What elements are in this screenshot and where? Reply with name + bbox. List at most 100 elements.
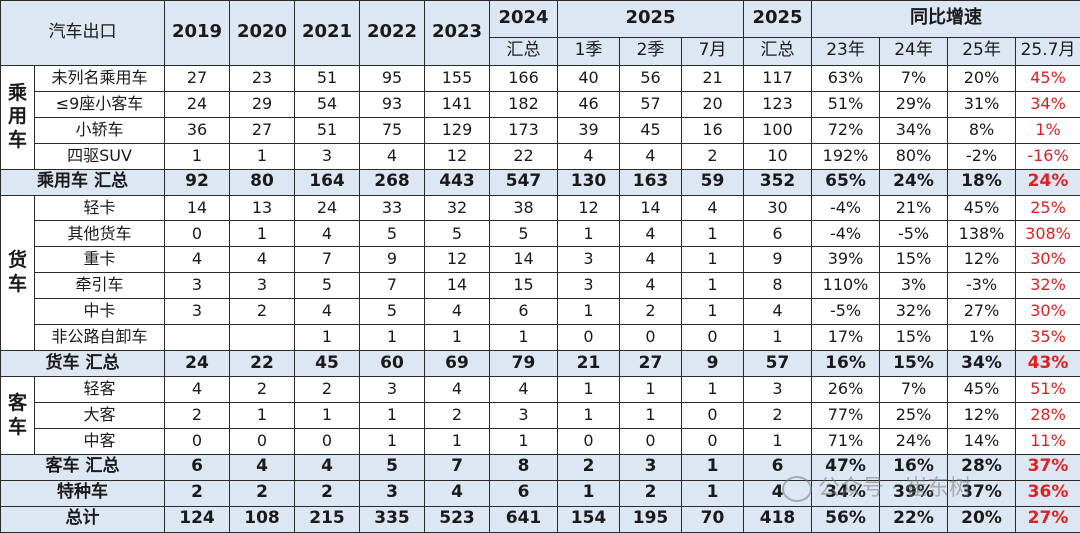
value-cell: 12 xyxy=(424,246,490,274)
yoy-cell: 34% xyxy=(879,116,949,144)
value-cell: 2 xyxy=(743,402,813,429)
yoy-cell: 72% xyxy=(811,116,881,144)
yoy-cell: -4% xyxy=(811,194,881,222)
value-cell: 523 xyxy=(424,505,490,533)
value-cell: 59 xyxy=(680,168,745,196)
value-cell: 27 xyxy=(619,350,682,378)
value-cell: 3 xyxy=(557,272,620,300)
value-cell: 21 xyxy=(680,64,745,92)
yoy-cell: 16% xyxy=(811,350,881,378)
table-title: 汽车出口 xyxy=(0,0,165,66)
summary-row: 特种车 2 2 2 3 4 6 1 2 1 4 34% 39% 37% 36% xyxy=(0,479,1080,507)
value-cell: 7 xyxy=(294,246,360,274)
yoy-cell: 32% xyxy=(1015,272,1080,300)
value-cell: 1 xyxy=(619,402,682,429)
yoy-col-header: 24年 xyxy=(879,36,949,66)
value-cell: 0 xyxy=(164,427,230,455)
value-cell: 1 xyxy=(557,298,620,326)
value-cell: 6 xyxy=(489,479,558,507)
value-cell: 335 xyxy=(359,505,425,533)
yoy-cell: 26% xyxy=(811,376,881,404)
table-row: 小轿车 36 27 51 75 129 173 39 45 16 100 72% 34% 8% 1% xyxy=(1,116,1080,144)
row-label: 小轿车 xyxy=(34,116,165,144)
yoy-cell: 43% xyxy=(1015,350,1080,378)
yoy-cell: 47% xyxy=(811,453,881,481)
value-cell: 1 xyxy=(680,246,745,274)
yoy-col-header: 25年 xyxy=(947,36,1017,66)
yoy-cell: -3% xyxy=(947,272,1017,300)
value-cell: 4 xyxy=(164,376,230,404)
yoy-cell: 28% xyxy=(947,453,1017,481)
subheader-row: 汇总 1季 2季 7月 汇总 23年 24年 25年 25.7月 xyxy=(1,36,1080,66)
summary-label: 特种车 xyxy=(0,479,165,507)
value-cell: 0 xyxy=(680,427,745,455)
value-cell: 33 xyxy=(359,194,425,222)
value-cell: 24 xyxy=(294,194,360,222)
value-cell: 1 xyxy=(557,376,620,404)
value-cell: 2 xyxy=(294,479,360,507)
yoy-cell: 138% xyxy=(947,220,1017,248)
yoy-cell: 29% xyxy=(879,90,949,118)
yoy-cell: 12% xyxy=(947,402,1017,429)
yoy-cell: 36% xyxy=(1015,479,1080,507)
value-cell: 3 xyxy=(489,402,558,429)
value-cell: 1 xyxy=(680,220,745,248)
yoy-group-header: 同比增速 xyxy=(811,0,1080,38)
yoy-cell: 30% xyxy=(1015,246,1080,274)
value-cell: 46 xyxy=(557,90,620,118)
value-cell: 2 xyxy=(229,376,295,404)
value-cell: 0 xyxy=(294,427,360,455)
yoy-cell: 34% xyxy=(947,350,1017,378)
value-cell: 129 xyxy=(424,116,490,144)
value-cell: 1 xyxy=(557,402,620,429)
value-cell: 215 xyxy=(294,505,360,533)
yoy-cell: -2% xyxy=(947,142,1017,170)
yoy-cell: 56% xyxy=(811,505,881,533)
value-cell: 14 xyxy=(489,246,558,274)
value-cell: 1 xyxy=(424,427,490,455)
value-cell: 4 xyxy=(229,246,295,274)
value-cell: 1 xyxy=(680,479,745,507)
yoy-cell: -5% xyxy=(879,220,949,248)
yoy-cell: 27% xyxy=(947,298,1017,326)
value-cell: 39 xyxy=(557,116,620,144)
value-cell: 80 xyxy=(229,168,295,196)
summary-label: 总计 xyxy=(0,505,165,533)
yoy-cell: 25% xyxy=(879,402,949,429)
value-cell: 14 xyxy=(164,194,230,222)
yoy-cell: 32% xyxy=(879,298,949,326)
yoy-cell: 80% xyxy=(879,142,949,170)
table-row: 货车轻卡 14 13 24 33 32 38 12 14 4 30 -4% 21% 45% 25% xyxy=(0,194,1080,352)
value-cell: 641 xyxy=(489,505,558,533)
yoy-cell: 71% xyxy=(811,427,881,455)
year-header: 2019 xyxy=(164,0,230,66)
value-cell: 100 xyxy=(743,116,813,144)
value-cell: 1 xyxy=(680,298,745,326)
value-cell: 4 xyxy=(424,479,490,507)
table-row: 非公路自卸车 1 1 1 1 0 0 0 1 17% 15% 1% 35% xyxy=(1,324,1080,352)
value-cell: 56 xyxy=(619,64,682,92)
value-cell: 108 xyxy=(229,505,295,533)
value-cell: 141 xyxy=(424,90,490,118)
value-cell: 22 xyxy=(229,350,295,378)
yoy-cell: -4% xyxy=(811,220,881,248)
value-cell: 45 xyxy=(294,350,360,378)
category-char: 用 xyxy=(7,105,27,128)
summary-label: 客车 汇总 xyxy=(0,453,165,481)
value-cell: 1 xyxy=(743,427,813,455)
value-cell: 2 xyxy=(164,479,230,507)
value-cell: 14 xyxy=(619,194,682,222)
year-2024-header: 2024 xyxy=(489,0,558,38)
category-char: 车 xyxy=(7,272,27,295)
value-cell: 1 xyxy=(557,220,620,248)
value-cell: 8 xyxy=(743,272,813,300)
table-row: 中卡 3 2 4 5 4 6 1 2 1 4 -5% 32% 27% 30% xyxy=(1,298,1080,326)
value-cell: 51 xyxy=(294,116,360,144)
row-label: 中客 xyxy=(34,427,165,455)
summary-row: 货车 汇总 24 22 45 60 69 79 21 27 9 57 16% 15% 34% 43% xyxy=(0,350,1080,378)
value-cell: 2 xyxy=(680,142,745,170)
value-cell: 4 xyxy=(619,246,682,274)
yoy-cell: 25% xyxy=(1015,194,1080,222)
value-cell: 36 xyxy=(164,116,230,144)
